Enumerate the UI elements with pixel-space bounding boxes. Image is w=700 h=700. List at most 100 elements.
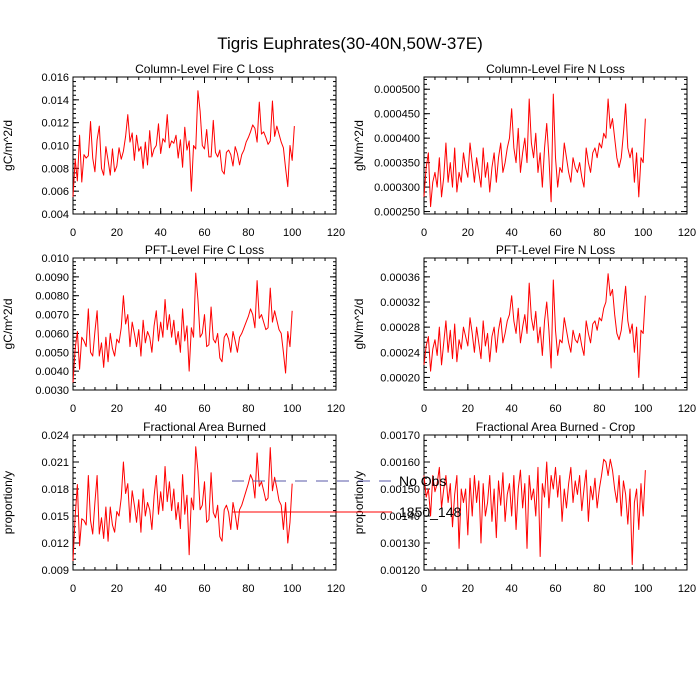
x-tick-label: 120	[327, 583, 345, 595]
y-tick-label: 0.021	[41, 457, 69, 469]
y-axis-label: gN/m^2/d	[352, 299, 366, 350]
panel-title: Column-Level Fire N Loss	[486, 62, 625, 76]
x-tick-label: 60	[198, 583, 210, 595]
y-tick-label: 0.018	[41, 484, 69, 496]
figure-title: Tigris Euphrates(30-40N,50W-37E)	[217, 34, 483, 53]
y-tick-label: 0.00160	[380, 457, 420, 469]
x-tick-label: 40	[155, 227, 167, 239]
series-line-1850-148	[423, 93, 646, 208]
y-axis-label: gC/m^2/d	[1, 299, 15, 350]
y-tick-label: 0.00032	[380, 297, 420, 309]
y-axis-label: gC/m^2/d	[1, 120, 15, 171]
y-tick-label: 0.006	[41, 186, 69, 198]
x-tick-label: 0	[421, 403, 427, 415]
x-tick-label: 40	[155, 583, 167, 595]
y-tick-label: 0.000500	[374, 84, 420, 96]
panel-column-level-fire-n-loss: Column-Level Fire N Loss 0 20 40 60 80 100 120 0…	[352, 62, 696, 239]
panel-title: Fractional Area Burned	[143, 420, 266, 434]
x-tick-label: 60	[549, 227, 561, 239]
x-tick-label: 100	[283, 227, 301, 239]
x-tick-label: 100	[283, 403, 301, 415]
y-tick-label: 0.00036	[380, 272, 420, 284]
y-axis-label: proportion/y	[352, 471, 366, 534]
x-tick-label: 80	[593, 583, 605, 595]
y-tick-label: 0.0040	[35, 366, 69, 378]
y-tick-label: 0.00028	[380, 322, 420, 334]
y-tick-label: 0.00170	[380, 430, 420, 442]
series-line-1850-148	[72, 446, 293, 562]
x-tick-label: 20	[462, 403, 474, 415]
legend-label-1850-148: 1850_148	[399, 504, 462, 520]
x-tick-label: 60	[198, 227, 210, 239]
y-tick-label: 0.012	[41, 118, 69, 130]
x-tick-label: 120	[678, 227, 696, 239]
x-tick-label: 80	[593, 403, 605, 415]
y-axis-label: proportion/y	[1, 471, 15, 534]
x-tick-label: 20	[111, 227, 123, 239]
y-tick-label: 0.014	[41, 95, 69, 107]
x-tick-label: 0	[70, 583, 76, 595]
plot-frame	[72, 434, 337, 571]
y-tick-label: 0.0050	[35, 347, 69, 359]
x-tick-label: 20	[111, 403, 123, 415]
y-tick-label: 0.012	[41, 538, 69, 550]
x-tick-label: 40	[506, 403, 518, 415]
x-tick-label: 0	[421, 227, 427, 239]
panel-pft-level-fire-n-loss: PFT-Level Fire N Loss 0 20 40 60 80 100 120 0.00…	[352, 243, 696, 415]
x-tick-label: 60	[549, 583, 561, 595]
y-axis-label: gN/m^2/d	[352, 120, 366, 171]
y-tick-label: 0.010	[41, 141, 69, 153]
y-tick-label: 0.015	[41, 511, 69, 523]
y-tick-label: 0.000450	[374, 109, 420, 121]
panel-title: Column-Level Fire C Loss	[135, 62, 274, 76]
panel-title: PFT-Level Fire C Loss	[145, 243, 264, 257]
panel-fractional-area-burned-crop: Fractional Area Burned - Crop 0 20 40 60 80 10…	[352, 420, 696, 595]
x-tick-label: 120	[327, 403, 345, 415]
x-tick-label: 100	[634, 403, 652, 415]
x-tick-label: 0	[421, 583, 427, 595]
y-tick-label: 0.0070	[35, 310, 69, 322]
y-tick-label: 0.000250	[374, 207, 420, 219]
y-tick-label: 0.00024	[380, 347, 420, 359]
y-tick-label: 0.0030	[35, 385, 69, 397]
y-tick-label: 0.00140	[380, 511, 420, 523]
x-tick-label: 20	[111, 583, 123, 595]
x-tick-label: 80	[242, 227, 254, 239]
y-tick-label: 0.000300	[374, 182, 420, 194]
series-line-1850-148	[423, 273, 646, 378]
y-tick-label: 0.016	[41, 72, 69, 84]
x-tick-label: 60	[198, 403, 210, 415]
y-tick-label: 0.00150	[380, 484, 420, 496]
panel-column-level-fire-c-loss: Column-Level Fire C Loss 0 20 40 60 80 100 120 0…	[1, 62, 345, 239]
x-tick-label: 100	[634, 583, 652, 595]
y-tick-label: 0.00020	[380, 372, 420, 384]
panel-pft-level-fire-c-loss: PFT-Level Fire C Loss 0 20 40 60 80 100 120 0.00…	[1, 243, 345, 415]
x-tick-label: 40	[155, 403, 167, 415]
x-tick-label: 100	[283, 583, 301, 595]
y-tick-label: 0.00130	[380, 538, 420, 550]
x-tick-label: 20	[462, 583, 474, 595]
legend-label-no-obs: No Obs	[399, 473, 446, 489]
y-tick-label: 0.000350	[374, 158, 420, 170]
series-line-1850-148	[423, 458, 646, 566]
y-tick-label: 0.004	[41, 209, 69, 221]
x-tick-label: 80	[242, 403, 254, 415]
y-tick-label: 0.0080	[35, 291, 69, 303]
x-tick-label: 60	[549, 403, 561, 415]
x-tick-label: 20	[462, 227, 474, 239]
legend: No Obs 1850_148	[232, 473, 462, 520]
x-tick-label: 100	[634, 227, 652, 239]
x-tick-label: 80	[242, 583, 254, 595]
panel-fractional-area-burned: Fractional Area Burned 0 20 40 60 80 100 120 0.0…	[1, 420, 345, 595]
x-tick-label: 120	[327, 227, 345, 239]
panels: Column-Level Fire C Loss 0 20 40 60 80 100 120 0…	[1, 62, 696, 595]
plot-frame	[72, 257, 337, 391]
x-tick-label: 120	[678, 403, 696, 415]
y-tick-label: 0.010	[41, 253, 69, 265]
panel-title: PFT-Level Fire N Loss	[496, 243, 615, 257]
y-tick-label: 0.00120	[380, 565, 420, 577]
x-tick-label: 0	[70, 403, 76, 415]
series-line-1850-148	[72, 90, 295, 197]
y-tick-label: 0.008	[41, 163, 69, 175]
